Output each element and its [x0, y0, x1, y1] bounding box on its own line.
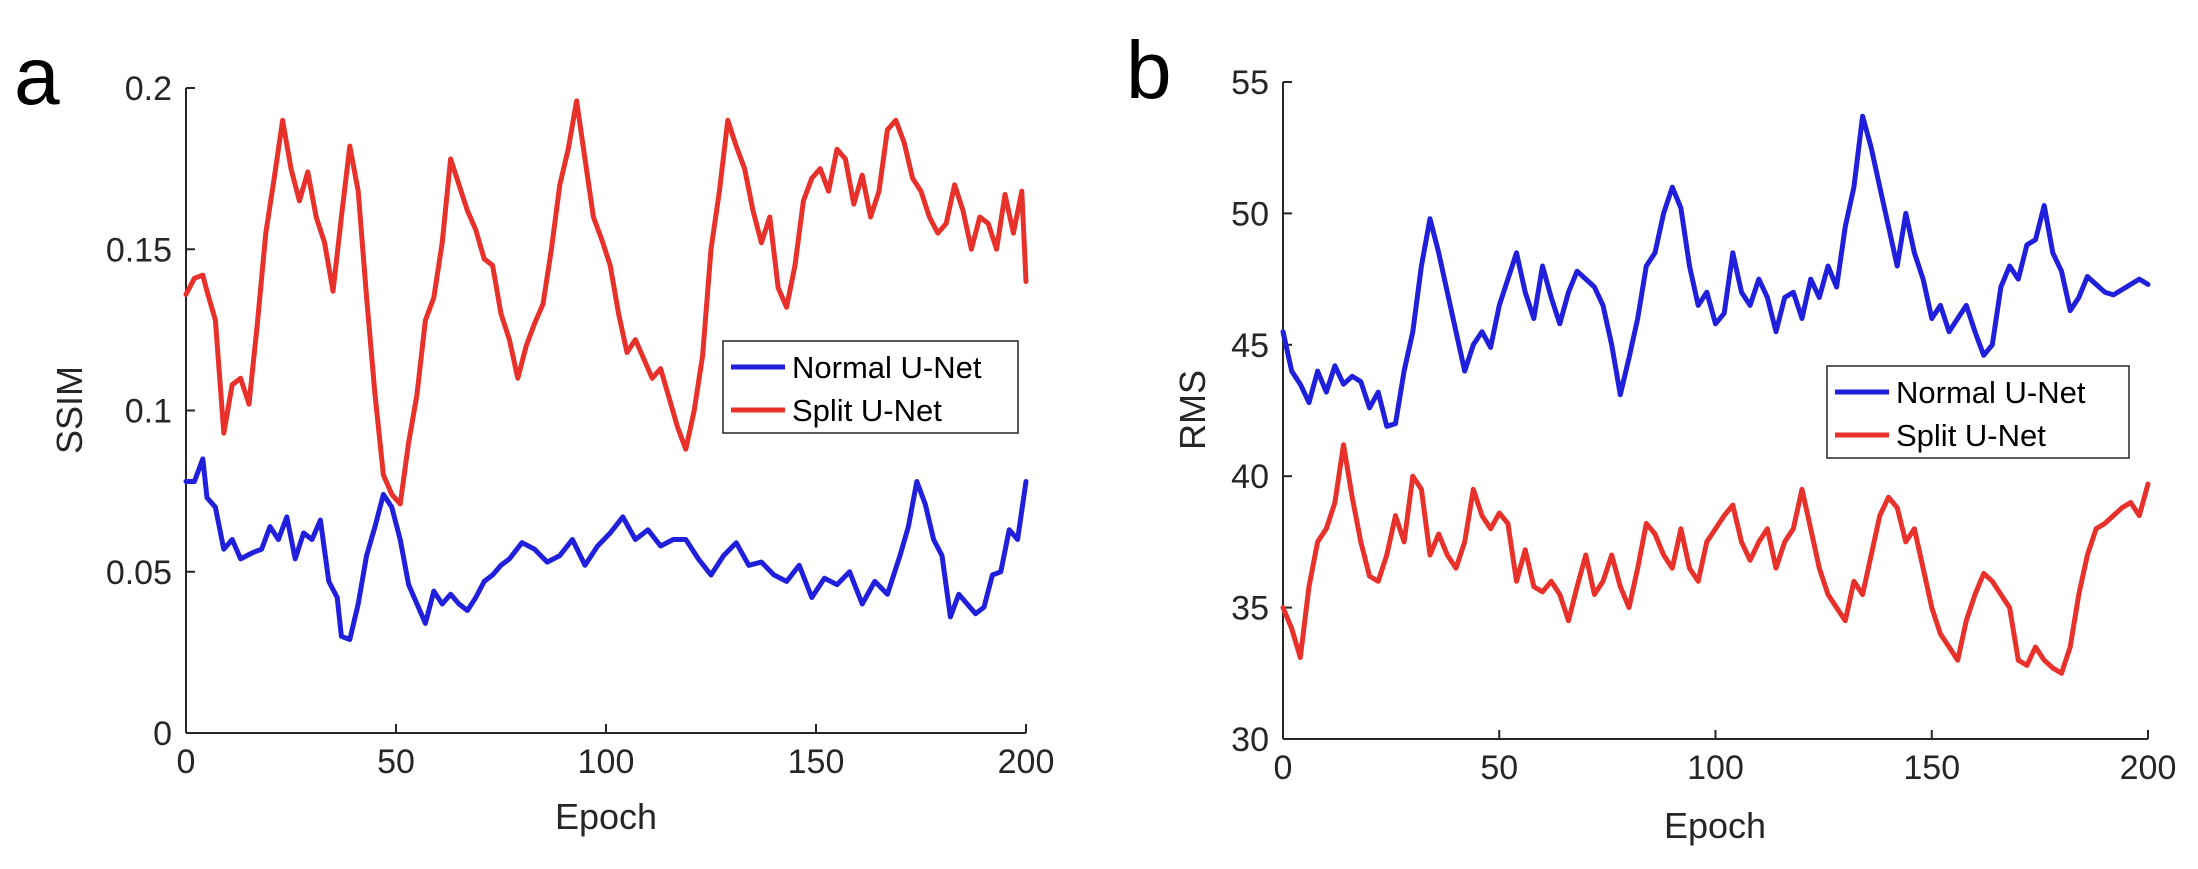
series-line-normal-unet-a — [183, 456, 1029, 642]
y-tick-label-b-3: 45 — [1231, 327, 1269, 365]
y-tick-label-b-1: 35 — [1231, 590, 1269, 628]
x-tick-label-b-2: 100 — [1687, 749, 1744, 787]
x-tick-label-a-4: 200 — [998, 743, 1055, 781]
panel-letter-b: b — [1126, 25, 1172, 116]
x-tick-label-b-4: 200 — [2120, 749, 2177, 787]
ticks-a: 0 50 100 150 200 0 0.05 0.1 0.15 0.2 — [106, 70, 1055, 781]
x-tick-label-a-3: 150 — [788, 743, 845, 781]
y-tick-label-a-0: 0 — [153, 715, 172, 753]
y-tick-label-a-4: 0.2 — [125, 70, 172, 108]
x-tick-label-a-1: 50 — [377, 743, 415, 781]
legend-box-b — [1826, 365, 2130, 459]
y-axis-label-b: RMS — [1172, 370, 1213, 450]
y-tick-label-b-4: 50 — [1231, 195, 1269, 233]
x-tick-label-b-0: 0 — [1274, 749, 1293, 787]
ticks-b: 0 50 100 150 200 30 35 40 45 50 55 — [1231, 64, 2176, 787]
y-tick-label-a-3: 0.15 — [106, 231, 172, 269]
legend-b: Normal U-Net Split U-Net — [1826, 365, 2130, 459]
series-line-split-unet-a — [183, 98, 1029, 507]
legend-label-normal-a: Normal U-Net — [792, 350, 982, 385]
y-tick-label-b-5: 55 — [1231, 64, 1269, 102]
series-line-normal-unet-b — [1280, 113, 2151, 429]
panel-a: a 0 50 100 150 200 0 0.05 0.1 0.15 0.2 Epoch SSIM… — [14, 31, 1054, 837]
legend-label-split-a: Split U-Net — [792, 393, 942, 428]
x-tick-label-a-0: 0 — [177, 743, 196, 781]
panel-letter-a: a — [14, 31, 60, 122]
legend-label-split-b: Split U-Net — [1896, 418, 2046, 453]
y-tick-label-b-0: 30 — [1231, 721, 1269, 759]
legend-label-normal-b: Normal U-Net — [1896, 375, 2086, 410]
y-tick-label-a-2: 0.1 — [125, 393, 172, 431]
x-tick-label-b-3: 150 — [1903, 749, 1960, 787]
series-layer-a — [183, 98, 1029, 642]
series-layer-b — [1280, 113, 2151, 676]
legend-a: Normal U-Net Split U-Net — [722, 340, 1019, 434]
x-axis-label-a: Epoch — [555, 796, 657, 837]
legend-box-a — [722, 340, 1019, 434]
y-tick-label-b-2: 40 — [1231, 458, 1269, 496]
series-line-split-unet-b — [1280, 442, 2151, 676]
panel-b: b 0 50 100 150 200 30 35 40 45 50 55 Epoch RMS Nor… — [1126, 25, 2176, 846]
x-axis-label-b: Epoch — [1664, 805, 1766, 846]
x-tick-label-b-1: 50 — [1480, 749, 1518, 787]
y-axis-label-a: SSIM — [49, 366, 90, 454]
y-tick-label-a-1: 0.05 — [106, 554, 172, 592]
x-tick-label-a-2: 100 — [578, 743, 635, 781]
